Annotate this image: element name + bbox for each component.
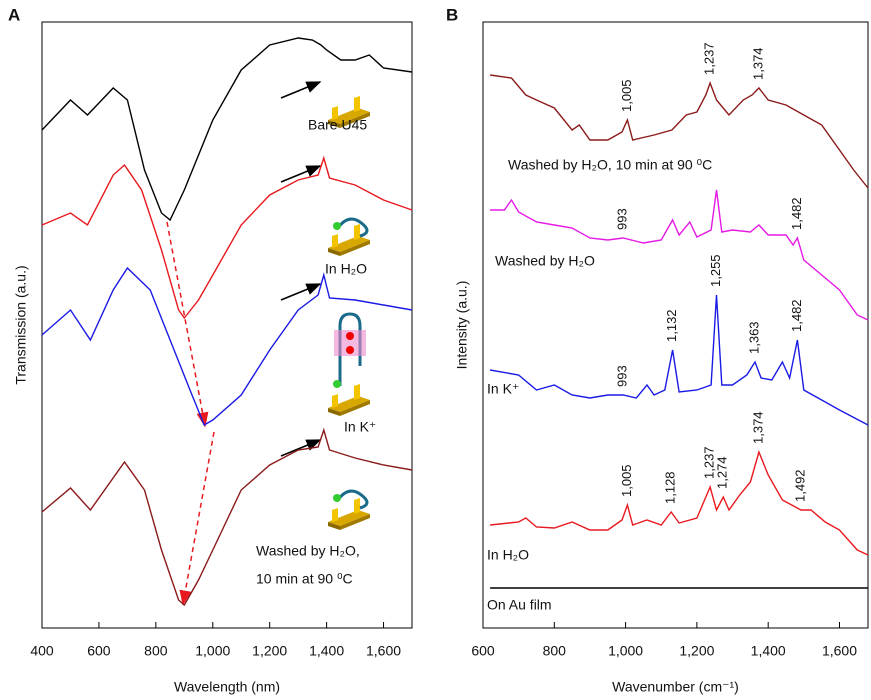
y-axis-label: Intensity (a.u.) [454,281,470,370]
panel-letter: B [446,5,458,24]
x-tick-label: 1,000 [608,643,643,659]
curve-label: Washed by H₂O [495,253,595,269]
x-tick-label: 1,200 [252,643,287,659]
peak-label: 1,237 [702,446,717,479]
spectrum-line [41,266,413,427]
curve-label: Washed by H₂O, 10 min at 90 ⁰C [508,157,712,173]
peak-label: 1,482 [789,197,804,230]
x-tick-label: 1,200 [679,643,714,659]
peak-label: 1,132 [664,309,679,342]
peak-label: 1,128 [663,471,678,504]
peak-label: 993 [615,208,630,230]
x-tick-label: 800 [144,643,168,659]
peak-label: 1,005 [619,464,634,497]
curve-label: On Au film [487,597,552,613]
peak-label: 1,005 [619,79,634,112]
x-tick-label: 600 [87,643,111,659]
peak-label: 1,374 [750,47,765,80]
y-axis-label: Transmission (a.u.) [13,265,29,384]
spectrum-line [490,449,869,556]
x-axis-label: Wavelength (nm) [174,679,280,695]
peak-label: 1,274 [715,456,730,489]
x-tick-label: 1,400 [309,643,344,659]
annotation-arrows [166,81,322,606]
x-tick-label: 800 [543,643,567,659]
peak-label: 993 [615,365,630,387]
peak-label: 1,492 [792,469,807,502]
curve-label: Washed by H₂O, [256,543,360,559]
curve-label: Bare U45 [308,117,367,133]
x-tick-label: 1,600 [822,643,857,659]
curve-label: 10 min at 90 ⁰C [256,571,353,587]
u-icons [328,96,370,530]
curve-label: In K⁺ [344,419,376,435]
x-tick-label: 1,400 [751,643,786,659]
curve-label: In H₂O [487,547,529,563]
peak-label: 1,237 [702,42,717,75]
x-axis-label: Wavenumber (cm⁻¹) [612,679,739,695]
peak-label: 1,482 [789,299,804,332]
curve-label: In H₂O [325,261,367,277]
spectrum-line [490,189,869,321]
plot-frame [41,21,413,629]
spectrum-line [490,74,869,189]
spectrum-line [41,427,413,607]
x-tick-label: 1,600 [366,643,401,659]
plot-frame [482,21,869,629]
x-tick-label: 1,000 [195,643,230,659]
curve-label: In K⁺ [487,381,519,397]
spectrum-line [41,37,413,222]
spectrum-line [489,294,869,426]
x-tick-label: 600 [471,643,495,659]
peak-label: 1,255 [708,254,723,287]
peak-label: 1,374 [750,411,765,444]
x-tick-label: 400 [30,643,54,659]
panel-letter: A [8,5,20,24]
spectrum-line [41,155,413,320]
peak-label: 1,363 [746,321,761,354]
